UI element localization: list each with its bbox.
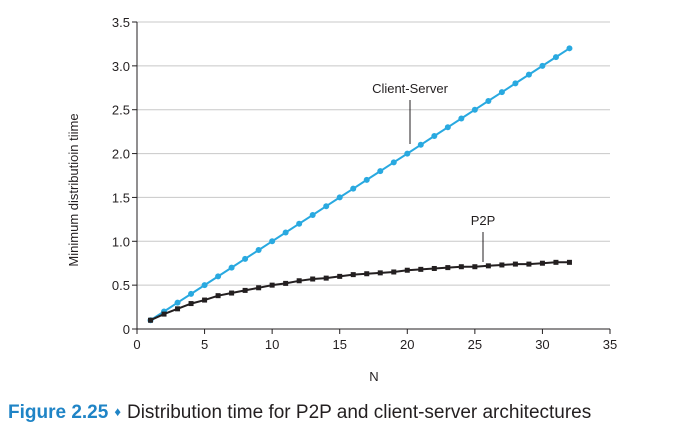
data-point	[269, 238, 276, 245]
data-point	[417, 141, 424, 148]
annotations: Client-Server P2P	[372, 81, 495, 262]
y-tick-label: 1.0	[112, 234, 130, 249]
data-point	[174, 299, 181, 306]
y-tick-label: 1.5	[112, 190, 130, 205]
data-point	[444, 124, 451, 131]
x-tick-label: 5	[201, 337, 208, 352]
data-point	[485, 97, 492, 104]
series-line	[149, 47, 571, 322]
data-point	[377, 168, 384, 175]
p2p-label: P2P	[471, 213, 496, 228]
data-point	[364, 271, 370, 277]
data-point	[526, 261, 532, 267]
data-point	[188, 290, 195, 297]
y-tick-label: 3.5	[112, 15, 130, 30]
x-tick-label: 20	[400, 337, 414, 352]
y-tick-label: 0.5	[112, 278, 130, 293]
data-point	[445, 265, 451, 271]
data-point	[188, 301, 194, 307]
data-point	[498, 89, 505, 96]
x-tick-label: 35	[603, 337, 617, 352]
data-point	[202, 297, 208, 303]
data-point	[499, 262, 505, 268]
series-line	[150, 261, 570, 322]
data-point	[390, 159, 397, 166]
data-point	[323, 275, 329, 281]
data-point	[431, 265, 437, 271]
data-point	[148, 317, 154, 323]
data-point	[552, 54, 559, 61]
data-point	[391, 269, 397, 275]
y-tick-label: 2.5	[112, 103, 130, 118]
data-point	[175, 306, 181, 312]
data-point	[310, 276, 316, 282]
y-tick-label: 2.0	[112, 147, 130, 162]
series-1	[148, 259, 572, 323]
series-layer	[147, 45, 573, 324]
data-point	[418, 266, 424, 272]
y-tick-label: 3.0	[112, 59, 130, 74]
data-point	[201, 282, 208, 289]
data-point	[512, 80, 519, 87]
chart: 0 0.5 1.0 1.5 2.0 2.5 3.0 3.5 0 5 10 15 20 25 30 35 Min…	[66, 15, 617, 384]
x-tick-label: 15	[332, 337, 346, 352]
data-point	[350, 272, 356, 278]
figure-caption: Figure 2.25 ♦ Distribution time for P2P an…	[8, 402, 591, 424]
data-point	[458, 115, 465, 122]
x-axis-label: N	[369, 369, 378, 384]
client-server-label: Client-Server	[372, 81, 449, 96]
data-point	[525, 71, 532, 78]
data-point	[296, 220, 303, 227]
data-point	[255, 247, 262, 254]
data-point	[512, 261, 518, 267]
series-0	[147, 45, 573, 324]
data-point	[215, 273, 222, 280]
data-point	[242, 255, 249, 262]
data-point	[363, 176, 370, 183]
data-point	[337, 273, 343, 279]
x-tick-label: 10	[265, 337, 279, 352]
data-point	[269, 282, 275, 288]
x-tick-label: 25	[468, 337, 482, 352]
grid	[137, 21, 610, 286]
x-tick-label: 30	[535, 337, 549, 352]
data-point	[431, 133, 438, 140]
data-point	[471, 106, 478, 113]
data-point	[161, 311, 167, 317]
y-axis-label: Minimum distributioin tiime	[66, 113, 81, 266]
data-point	[566, 259, 572, 265]
data-point	[283, 280, 289, 286]
data-point	[404, 150, 411, 157]
data-point	[309, 211, 316, 218]
data-point	[256, 285, 262, 291]
data-point	[228, 264, 235, 271]
data-point	[377, 270, 383, 276]
data-point	[229, 290, 235, 296]
data-point	[566, 45, 573, 52]
figure-number: Figure 2.25	[8, 402, 109, 423]
data-point	[282, 229, 289, 236]
data-point	[539, 260, 545, 266]
caption-text: Distribution time for P2P and client-ser…	[126, 402, 592, 423]
data-point	[215, 293, 221, 299]
ticks: 0 0.5 1.0 1.5 2.0 2.5 3.0 3.5 0 5 10 15 20 25 30 35	[112, 15, 617, 352]
data-point	[458, 264, 464, 270]
data-point	[296, 278, 302, 284]
data-point	[323, 203, 330, 210]
y-tick-label: 0	[123, 322, 130, 337]
data-point	[539, 62, 546, 69]
data-point	[485, 263, 491, 269]
data-point	[336, 194, 343, 201]
x-tick-label: 0	[133, 337, 140, 352]
data-point	[472, 264, 478, 270]
diamond-icon: ♦	[114, 404, 121, 419]
data-point	[242, 287, 248, 293]
data-point	[553, 259, 559, 265]
data-point	[350, 185, 357, 192]
data-point	[404, 267, 410, 273]
